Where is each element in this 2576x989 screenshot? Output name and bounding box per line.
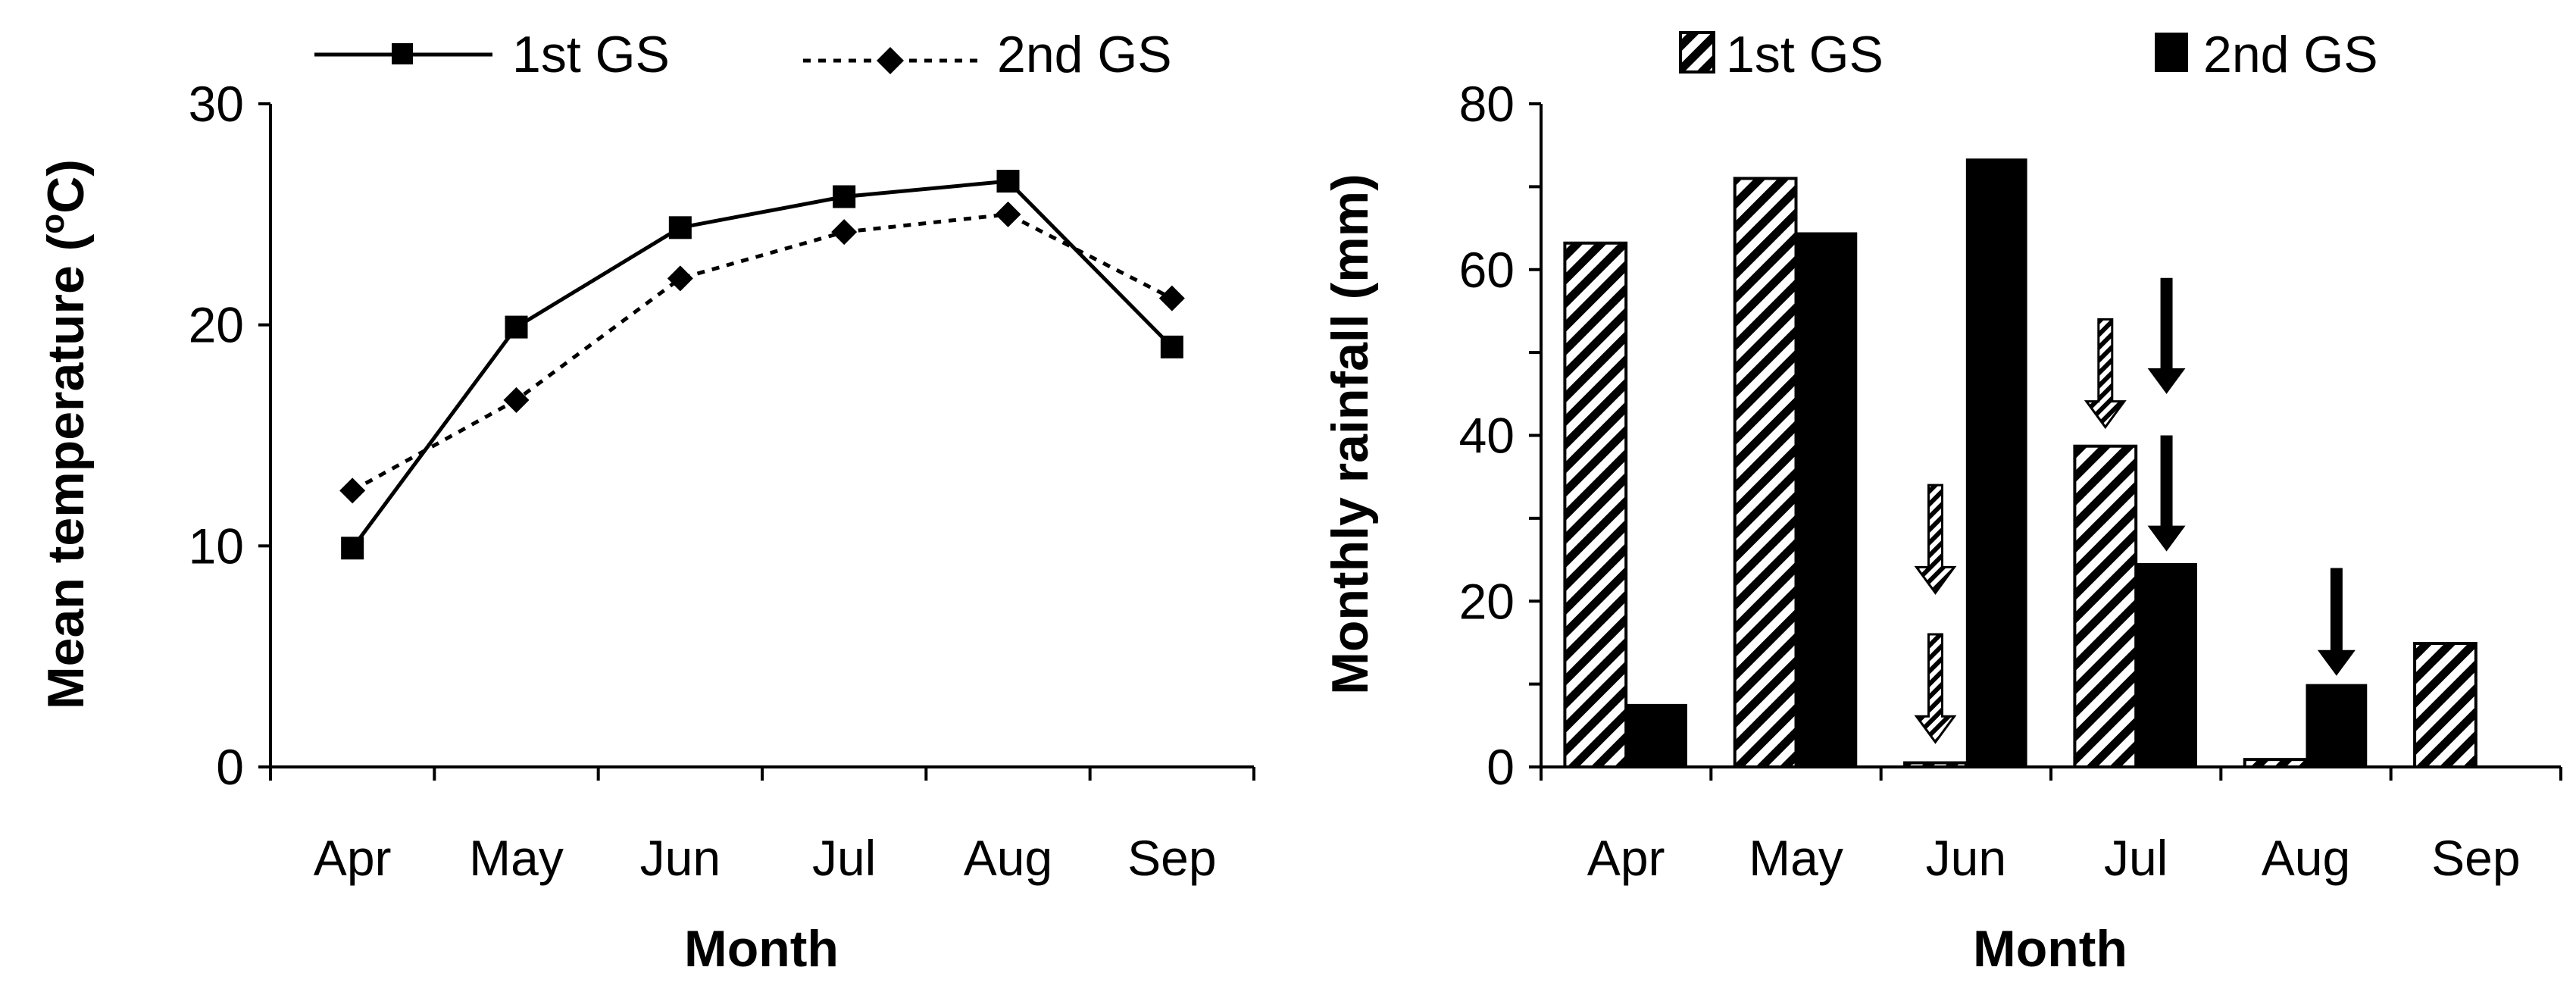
bar-1st-gs-aug xyxy=(2243,758,2308,768)
series-2nd-gs xyxy=(1626,158,2368,767)
bar-2nd-gs-may xyxy=(1796,232,1858,767)
legend-1st-gs-label: 1st GS xyxy=(512,26,670,83)
rainfall-x-ticks: Apr May Jun Jul Aug Sep xyxy=(1540,767,2562,886)
x-tick-label-jun: Jun xyxy=(640,830,721,886)
temperature-x-axis-title: Month xyxy=(684,920,839,978)
x-tick-label-apr: Apr xyxy=(1587,830,1665,886)
y-tick-label: 10 xyxy=(189,518,244,574)
y-title-part-2: C) xyxy=(37,159,95,214)
y-tick-label: 20 xyxy=(189,297,244,353)
solid-arrow-aug-6 xyxy=(2317,568,2356,676)
temperature-x-ticks: Apr May Jun Jul Aug Sep xyxy=(269,767,1255,886)
y-title-part-1: Mean temperature ( xyxy=(37,233,95,709)
data-point-1st-gs-may xyxy=(505,315,528,339)
temperature-axes xyxy=(269,104,1254,768)
data-point-2nd-gs-may xyxy=(503,387,530,413)
bar-2nd-gs-apr xyxy=(1626,703,1687,767)
rainfall-x-axis-title: Month xyxy=(1973,920,2127,978)
rainfall-y-axis-title: Monthly rainfall (mm) xyxy=(1321,174,1379,695)
y-tick-label: 40 xyxy=(1459,408,1515,464)
rainfall-bars xyxy=(1563,158,2478,768)
x-tick-label-jul: Jul xyxy=(812,830,876,886)
x-tick-label-sep: Sep xyxy=(2431,830,2520,886)
data-point-1st-gs-apr xyxy=(341,537,364,560)
solid-arrow-jul-5 xyxy=(2147,435,2186,552)
bar-1st-gs-may xyxy=(1733,177,1798,768)
y-tick-label: 80 xyxy=(1459,76,1515,132)
y-tick-label: 0 xyxy=(1487,739,1515,795)
temperature-y-ticks: 0 10 20 30 xyxy=(189,76,270,795)
bar-2nd-gs-aug xyxy=(2306,684,2368,767)
legend-2nd-gs-swatch xyxy=(2155,33,2188,72)
rainfall-chart: 1st GS 2nd GS 0 20 40 60 80 Apr May Jun Jul Aug S… xyxy=(1321,26,2562,978)
x-tick-label-may: May xyxy=(1749,830,1843,886)
legend-1st-gs-marker xyxy=(392,43,413,64)
temperature-legend: 1st GS 2nd GS xyxy=(314,26,1172,83)
bar-1st-gs-jun xyxy=(1903,761,1968,768)
data-point-2nd-gs-aug xyxy=(995,201,1021,227)
bar-1st-gs-sep xyxy=(2413,642,2478,768)
data-point-1st-gs-jul xyxy=(833,185,856,208)
data-point-1st-gs-jun xyxy=(668,216,692,239)
rainfall-axes xyxy=(1540,104,2561,768)
rainfall-legend: 1st GS 2nd GS xyxy=(1679,26,2378,83)
bar-1st-gs-apr xyxy=(1563,241,1628,768)
y-tick-label: 0 xyxy=(216,739,244,795)
x-tick-label-jun: Jun xyxy=(1926,830,2006,886)
data-point-2nd-gs-sep xyxy=(1158,285,1185,311)
y-tick-label: 20 xyxy=(1459,573,1515,629)
rainfall-arrows xyxy=(1914,277,2356,744)
bar-2nd-gs-jun xyxy=(1965,158,2027,767)
hatched-arrow-jul-3 xyxy=(2084,318,2127,430)
legend-2nd-gs-label: 2nd GS xyxy=(997,26,1172,83)
hatched-arrow-jun-2 xyxy=(1914,633,1957,744)
data-point-1st-gs-sep xyxy=(1160,335,1183,358)
temperature-chart: 1st GS 2nd GS 0 10 20 30 Apr May Jun Jul Aug Sep… xyxy=(34,26,1255,978)
legend-2nd-gs-marker xyxy=(877,47,904,74)
legend-1st-gs-swatch xyxy=(1679,31,1715,74)
legend-1st-gs-label: 1st GS xyxy=(1726,26,1884,83)
series-line-1st-gs xyxy=(351,179,1174,549)
series-line-2nd-gs xyxy=(351,212,1173,493)
solid-arrow-jul-4 xyxy=(2147,277,2186,394)
x-tick-label-may: May xyxy=(469,830,564,886)
y-tick-label: 30 xyxy=(189,76,244,132)
x-tick-label-aug: Aug xyxy=(2262,830,2350,886)
y-tick-label: 60 xyxy=(1459,242,1515,298)
x-tick-label-aug: Aug xyxy=(964,830,1052,886)
data-point-1st-gs-aug xyxy=(996,170,1020,193)
bar-2nd-gs-jul xyxy=(2136,562,2197,767)
rainfall-y-ticks: 0 20 40 60 80 xyxy=(1459,76,1541,795)
bar-1st-gs-jul xyxy=(2073,444,2138,768)
x-tick-label-apr: Apr xyxy=(314,830,392,886)
data-point-2nd-gs-jun xyxy=(667,265,693,292)
series-2nd-gs xyxy=(339,201,1185,504)
x-tick-label-sep: Sep xyxy=(1127,830,1216,886)
hatched-arrow-jun-1 xyxy=(1914,484,1957,595)
data-point-2nd-gs-jul xyxy=(831,219,858,246)
y-title-degree-sup: o xyxy=(34,214,71,234)
temperature-y-axis-title: Mean temperature (oC) xyxy=(34,159,95,709)
temperature-series xyxy=(339,170,1185,560)
series-1st-gs xyxy=(1563,177,2478,768)
data-point-2nd-gs-apr xyxy=(339,477,366,504)
legend-2nd-gs-label: 2nd GS xyxy=(2203,26,2378,83)
series-1st-gs xyxy=(341,170,1183,560)
x-tick-label-jul: Jul xyxy=(2104,830,2168,886)
